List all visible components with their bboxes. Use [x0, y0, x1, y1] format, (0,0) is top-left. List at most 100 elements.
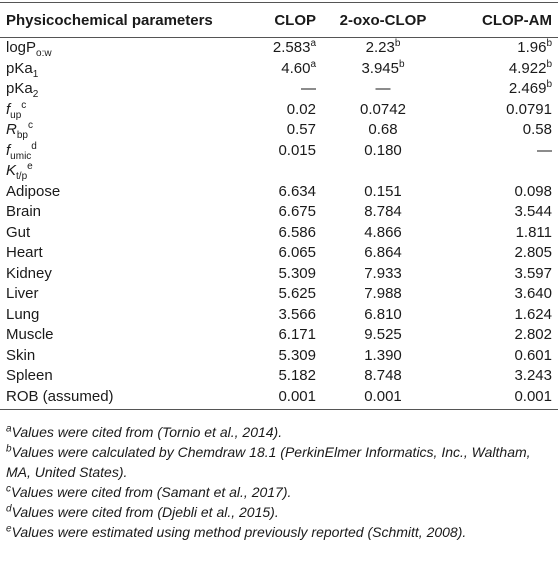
cell-text: 3.945: [361, 59, 399, 77]
footnote-text: Values were cited from (Samant et al., 2…: [11, 484, 292, 500]
cell-text: 6.171: [278, 326, 316, 344]
footnote-text: Values were cited from (Tornio et al., 2…: [11, 424, 283, 440]
table-row: Lung 3.566 6.810 1.624: [0, 305, 558, 326]
value-cell: 7.933: [322, 264, 444, 285]
value-cell: 0.015: [230, 141, 322, 162]
cell-text: Brain: [6, 203, 42, 221]
value-cell: 3.544: [444, 202, 558, 223]
column-header: Physicochemical parameters: [0, 2, 230, 38]
cell-text: 2.805: [514, 244, 552, 262]
cell-text: 0.0742: [360, 100, 406, 118]
cell-text: 0.58: [522, 121, 552, 139]
table-row: Gut 6.586 4.866 1.811: [0, 223, 558, 244]
value-cell: 6.586: [230, 223, 322, 244]
cell-text: Muscle: [6, 326, 54, 344]
cell-text: 3.544: [514, 203, 552, 221]
value-cell: 0.098: [444, 182, 558, 203]
value-cell: 0.0791: [444, 100, 558, 121]
table-row: pKa2 — — 2.469b: [0, 79, 558, 100]
cell-text: —: [375, 80, 391, 98]
cell-text: 0.02: [286, 100, 316, 118]
cell-text: Liver: [6, 285, 39, 303]
parameter-cell: Brain: [0, 202, 230, 223]
cell-text: 2.802: [514, 326, 552, 344]
column-header: CLOP: [230, 2, 322, 38]
value-cell: 3.945b: [322, 59, 444, 80]
cell-text: ROB (assumed): [6, 387, 114, 405]
parameter-cell: Gut: [0, 223, 230, 244]
table-row: Kt/pe: [0, 161, 558, 182]
value-cell: 5.309: [230, 346, 322, 367]
value-cell: 6.810: [322, 305, 444, 326]
cell-text: 0.001: [278, 387, 316, 405]
footnote: cValues were cited from (Samant et al., …: [6, 482, 546, 502]
value-cell: 0.001: [444, 386, 558, 410]
cell-text: 0.015: [278, 141, 316, 159]
value-cell: 0.151: [322, 182, 444, 203]
cell-text: 6.810: [364, 305, 402, 323]
cell-text: 2.583: [272, 39, 311, 57]
superscript: e: [27, 161, 33, 173]
value-cell: 6.171: [230, 325, 322, 346]
cell-text: 3.640: [514, 285, 552, 303]
cell-text: f: [6, 100, 11, 118]
footnote-mark: e: [6, 523, 12, 535]
cell-text: 1.96: [517, 39, 547, 57]
subscript: 2: [32, 89, 39, 101]
cell-text: 0.601: [514, 346, 552, 364]
value-cell: 6.675: [230, 202, 322, 223]
cell-text: 0.0791: [506, 100, 552, 118]
table-row: Muscle 6.171 9.525 2.802: [0, 325, 558, 346]
cell-text: logP: [6, 39, 37, 57]
value-cell: 0.58: [444, 120, 558, 141]
value-cell: 0.180: [322, 141, 444, 162]
table-row: Adipose 6.634 0.151 0.098: [0, 182, 558, 203]
table-row: Kidney 5.309 7.933 3.597: [0, 264, 558, 285]
subscript: 1: [32, 68, 39, 80]
value-cell: 8.748: [322, 366, 444, 387]
value-cell: 0.001: [322, 386, 444, 410]
cell-text: 3.566: [278, 305, 316, 323]
footnote: eValues were estimated using method prev…: [6, 522, 546, 542]
value-cell: 6.065: [230, 243, 322, 264]
table-row: Heart 6.065 6.864 2.805: [0, 243, 558, 264]
value-cell: 2.802: [444, 325, 558, 346]
value-cell: —: [322, 79, 444, 100]
value-cell: 0.0742: [322, 100, 444, 121]
parameter-cell: Adipose: [0, 182, 230, 203]
cell-text: 0.001: [364, 387, 402, 405]
footnote-mark: d: [6, 503, 12, 515]
value-cell: 1.390: [322, 346, 444, 367]
parameter-cell: logPo:w: [0, 38, 230, 59]
superscript: a: [310, 38, 316, 50]
cell-text: pKa: [6, 80, 33, 98]
cell-text: 6.065: [278, 244, 316, 262]
cell-text: 3.597: [514, 264, 552, 282]
cell-text: 4.60: [281, 59, 311, 77]
cell-text: Skin: [6, 346, 36, 364]
cell-text: —: [537, 141, 552, 159]
cell-text: 5.625: [278, 285, 316, 303]
value-cell: 3.566: [230, 305, 322, 326]
subscript: bp: [16, 130, 28, 142]
parameter-cell: fumicd: [0, 141, 230, 161]
cell-text: 0.68: [368, 121, 398, 139]
cell-text: 7.988: [364, 285, 402, 303]
value-cell: 1.811: [444, 223, 558, 244]
cell-text: Gut: [6, 223, 31, 241]
value-cell: 0.601: [444, 346, 558, 367]
footnote: aValues were cited from (Tornio et al., …: [6, 422, 546, 442]
cell-text: 4.866: [364, 223, 402, 241]
value-cell: 2.23b: [322, 38, 444, 59]
value-cell: 5.309: [230, 264, 322, 285]
subscript: t/p: [16, 171, 28, 183]
cell-text: Lung: [6, 305, 40, 323]
parameter-cell: pKa2: [0, 79, 230, 100]
superscript: b: [546, 58, 552, 70]
parameter-cell: pKa1: [0, 59, 230, 80]
parameter-cell: Kidney: [0, 264, 230, 285]
cell-text: Kidney: [6, 264, 52, 282]
footnotes: aValues were cited from (Tornio et al., …: [0, 410, 552, 542]
cell-text: K: [6, 162, 17, 180]
